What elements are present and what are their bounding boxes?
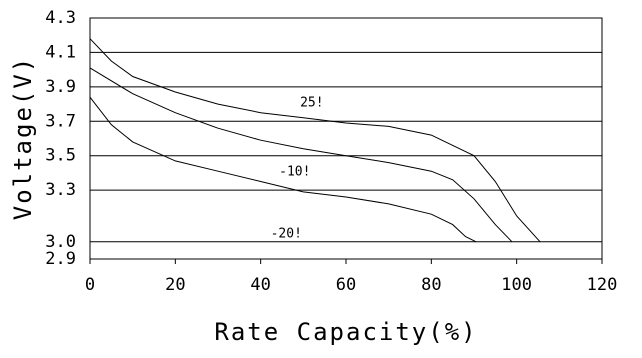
- series-line: [89, 96, 477, 243]
- x-tick-label: 0: [85, 275, 95, 295]
- y-axis-title: Voltage(V): [9, 56, 37, 221]
- x-tick-label: 80: [421, 275, 441, 295]
- y-tick-label: 3.5: [45, 146, 76, 166]
- x-tick-label: 20: [165, 275, 185, 295]
- y-tick-label: 3.0: [45, 232, 76, 252]
- series-line: [89, 38, 541, 243]
- x-tick-label: 40: [250, 275, 270, 295]
- x-tick-label: 60: [336, 275, 356, 295]
- curve-label: -20!: [271, 226, 302, 241]
- x-axis-title: Rate Capacity(%): [214, 318, 477, 346]
- y-tick-label: 4.1: [45, 42, 76, 62]
- x-tick-label: 120: [587, 275, 618, 295]
- y-tick-label: 3.7: [45, 111, 76, 131]
- y-tick-label: 4.3: [45, 8, 76, 28]
- y-tick-label: 3.3: [45, 180, 76, 200]
- y-tick-label: 3.9: [45, 77, 76, 97]
- plot-frame: [89, 17, 603, 260]
- series-line: [89, 67, 513, 243]
- y-tick-label: 2.9: [45, 249, 76, 269]
- x-tick-label: 100: [501, 275, 532, 295]
- curve-label: -10!: [279, 164, 310, 179]
- curve-label: 25!: [300, 95, 323, 110]
